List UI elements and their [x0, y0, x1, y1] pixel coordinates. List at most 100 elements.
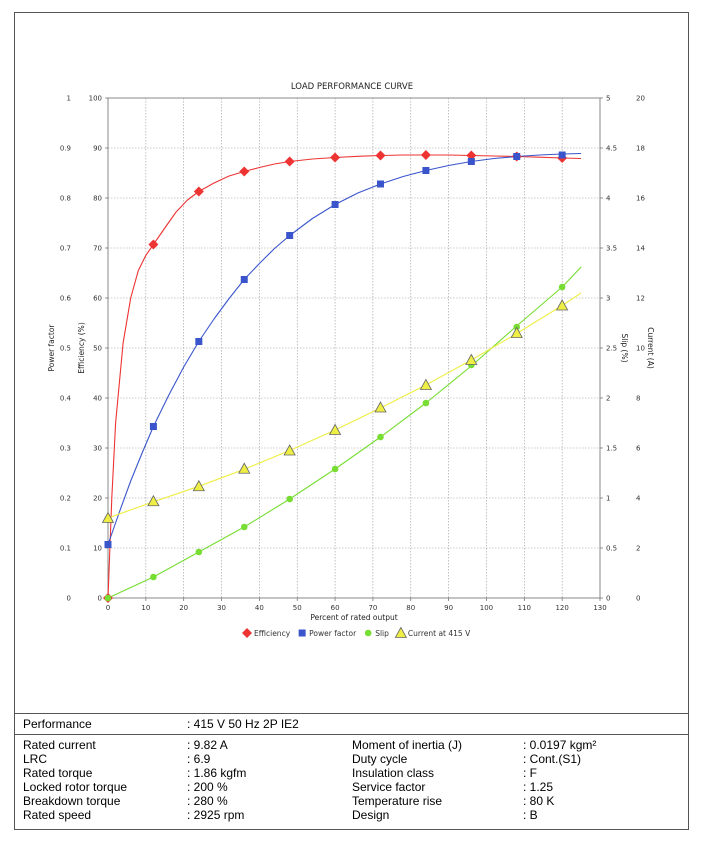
slip-point: [195, 548, 203, 556]
current-at-415-v-point: [101, 511, 115, 523]
spec-value: : 280 %: [187, 794, 228, 808]
efficiency-tick-label: 60: [93, 295, 102, 303]
power-factor-tick-label: 1: [67, 95, 71, 103]
current-at-415-v-point: [238, 462, 251, 474]
power-factor-point: [376, 180, 384, 188]
slip-point: [150, 573, 157, 581]
current-axis-label: Current (A): [646, 327, 655, 369]
current-tick-label: 10: [636, 345, 645, 353]
power-factor-point: [513, 153, 521, 160]
current-tick-label: 4: [636, 495, 641, 503]
chart-title: LOAD PERFORMANCE CURVE: [291, 82, 413, 92]
x-tick-label: 10: [141, 604, 150, 612]
power-factor-tick-label: 0.2: [60, 495, 71, 503]
power-factor-point: [149, 423, 157, 430]
x-tick-label: 40: [255, 604, 264, 612]
x-tick-label: 60: [331, 604, 340, 612]
slip-tick-label: 1.5: [606, 445, 617, 453]
spec-label: Rated speed: [23, 808, 92, 822]
current-at-415-v-point: [192, 479, 206, 492]
slip-tick-label: 4.5: [606, 145, 617, 153]
current-tick-label: 2: [636, 545, 640, 553]
slip-axis-label: Slip (%): [620, 333, 629, 362]
spec-label: Insulation class: [352, 766, 435, 780]
x-tick-label: 120: [555, 604, 568, 612]
current-at-415-v-point: [555, 299, 569, 311]
grid: [105, 97, 603, 601]
current-at-415-v-point: [419, 378, 433, 390]
x-tick-label: 80: [406, 604, 415, 612]
power-factor-tick-label: 0.5: [60, 345, 71, 353]
current-tick-label: 14: [636, 245, 645, 253]
efficiency-tick-label: 20: [93, 495, 102, 503]
power-factor-point: [195, 338, 203, 345]
spec-label: Service factor: [352, 780, 426, 794]
power-factor-axis-label: Power factor: [47, 324, 56, 372]
efficiency-point: [239, 166, 250, 177]
slip-tick-label: 3.5: [606, 245, 617, 253]
current-at-415-v-point: [328, 423, 342, 435]
performance-row: Performance : 415 V 50 Hz 2P IE2: [15, 714, 688, 735]
spec-value: : 1.25: [523, 780, 554, 794]
x-tick-label: 130: [593, 604, 606, 612]
x-tick-label: 70: [368, 604, 377, 612]
spec-label: Design: [352, 808, 390, 822]
slip-legend-marker: [364, 629, 372, 637]
power-factor-tick-label: 0.1: [60, 545, 71, 553]
slip-tick-label: 0: [606, 595, 610, 603]
current-at-415-v-legend-marker: [394, 626, 408, 638]
slip-point: [104, 594, 112, 602]
efficiency-tick-label: 0: [98, 595, 102, 603]
spec-value: : Cont.(S1): [523, 752, 582, 766]
spec-value: : 1.86 kgfm: [187, 766, 247, 780]
power-factor-point: [104, 541, 112, 548]
chart-frame: [14, 12, 689, 830]
spec-value: : 80 K: [523, 794, 555, 808]
spec-label: LRC: [23, 752, 48, 766]
power-factor-point: [331, 201, 339, 208]
current-at-415-v-point: [465, 353, 478, 365]
x-tick-label: 100: [480, 604, 493, 612]
spec-value: : F: [523, 766, 537, 780]
power-factor-legend-label: Power factor: [309, 629, 357, 638]
slip-tick-label: 5: [606, 95, 610, 103]
power-factor-point: [422, 167, 430, 174]
slip-point: [286, 495, 293, 503]
x-tick-label: 30: [217, 604, 226, 612]
spec-value: : 200 %: [187, 780, 228, 794]
slip-point: [377, 433, 384, 441]
efficiency-tick-label: 30: [93, 445, 102, 453]
power-factor-tick-label: 0.6: [60, 295, 72, 303]
spec-label: Temperature rise: [352, 794, 443, 808]
power-factor-point: [558, 151, 566, 159]
efficiency-axis-label: Efficiency (%): [77, 322, 86, 374]
x-axis-label: Percent of rated output: [310, 613, 397, 622]
efficiency-tick-label: 100: [89, 95, 102, 103]
efficiency-tick-label: 70: [93, 245, 102, 253]
efficiency-legend-label: Efficiency: [254, 629, 291, 638]
efficiency-legend-marker: [242, 628, 252, 638]
power-factor-tick-label: 0: [67, 595, 71, 603]
spec-value: : 0.0197 kgm²: [523, 738, 597, 752]
slip-tick-label: 3: [606, 295, 610, 303]
spec-label: Moment of inertia (J): [352, 738, 463, 752]
spec-label: Locked rotor torque: [23, 780, 128, 794]
specs-table: Performance : 415 V 50 Hz 2P IE2 Rated c…: [14, 713, 689, 830]
x-tick-label: 110: [518, 604, 531, 612]
x-tick-label: 20: [179, 604, 188, 612]
current-at-415-v-point: [510, 326, 523, 338]
current-at-415-v-point: [283, 444, 296, 456]
power-factor-point: [467, 158, 475, 165]
slip-tick-label: 1: [606, 495, 610, 503]
spec-value: : 2925 rpm: [187, 808, 245, 822]
slip-tick-label: 2.5: [606, 345, 617, 353]
efficiency-tick-label: 80: [93, 195, 102, 203]
spec-value: : B: [523, 808, 538, 822]
x-tick-label: 90: [444, 604, 453, 612]
efficiency-tick-label: 90: [93, 145, 102, 153]
power-factor-tick-label: 0.8: [60, 195, 71, 203]
power-factor-tick-label: 0.3: [60, 445, 71, 453]
spec-label: Breakdown torque: [23, 794, 121, 808]
spec-value: : 6.9: [187, 752, 211, 766]
